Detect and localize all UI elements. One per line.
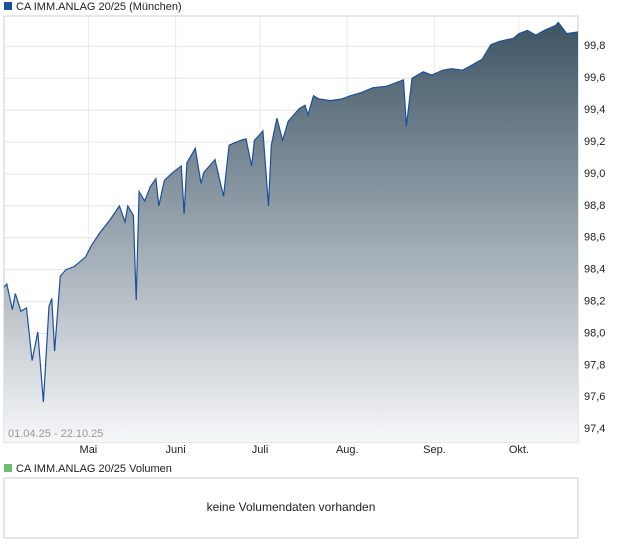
- volume-legend: CA IMM.ANLAG 20/25 Volumen: [16, 463, 172, 475]
- y-tick-label: 98,8: [584, 200, 605, 212]
- legend-swatch: [4, 2, 12, 10]
- volume-message: keine Volumendaten vorhanden: [207, 500, 376, 514]
- area: [4, 22, 578, 443]
- plot-area: 97,4 97,6 97,8 98,0 98,2 98,4 98,6 98,8 99,0 99,2…: [3, 16, 605, 456]
- x-tick-label: Sep.: [423, 444, 446, 456]
- y-tick-label: 99,2: [584, 136, 605, 148]
- volume-frame: [3, 477, 579, 539]
- y-tick-label: 99,8: [584, 40, 605, 52]
- x-tick-label: Juni: [166, 444, 186, 456]
- x-tick-label: Mai: [80, 444, 98, 456]
- date-range: 01.04.25 - 22.10.25: [8, 428, 103, 440]
- y-tick-label: 99,0: [584, 168, 605, 180]
- x-tick-label: Juli: [252, 444, 269, 456]
- y-tick-label: 98,0: [584, 327, 605, 339]
- line: [3, 21, 579, 403]
- y-tick-label: 99,6: [584, 72, 605, 84]
- y-tick-label: 97,6: [584, 391, 605, 403]
- legend-swatch: [4, 464, 12, 472]
- y-tick-label: 97,8: [584, 359, 605, 371]
- y-tick-label: 97,4: [584, 423, 605, 435]
- x-tick-label: Aug.: [336, 444, 359, 456]
- x-tick-label: Okt.: [509, 444, 529, 456]
- y-tick-label: 98,6: [584, 232, 605, 244]
- y-tick-label: 98,4: [584, 264, 605, 276]
- y-tick-label: 99,4: [584, 104, 605, 116]
- y-tick-label: 98,2: [584, 296, 605, 308]
- legend-label: CA IMM.ANLAG 20/25 (München): [16, 1, 182, 13]
